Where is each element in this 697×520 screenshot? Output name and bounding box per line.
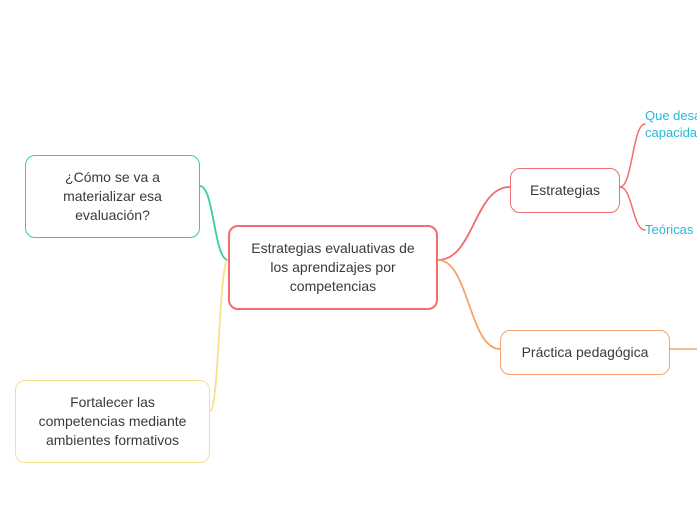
child-node-fortalecer[interactable]: Fortalecer las competencias mediante amb… [15, 380, 210, 463]
leaf-estrategias-1[interactable]: Teóricas y [645, 222, 697, 239]
child-node-practica[interactable]: Práctica pedagógica [500, 330, 670, 375]
leaf-estrategias-0[interactable]: Que desarcapacidad [645, 108, 697, 142]
child-node-estrategias[interactable]: Estrategias [510, 168, 620, 213]
child-node-como[interactable]: ¿Cómo se va a materializar esa evaluació… [25, 155, 200, 238]
center-node[interactable]: Estrategias evaluativas de los aprendiza… [228, 225, 438, 310]
